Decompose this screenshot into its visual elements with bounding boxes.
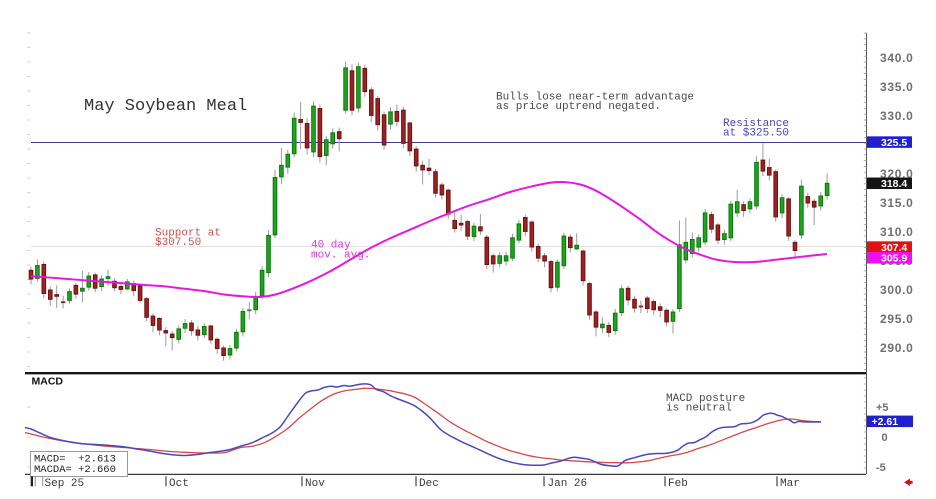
svg-text:315.0: 315.0	[880, 196, 914, 210]
svg-text:40 day: 40 day	[311, 240, 351, 252]
svg-text:Support at: Support at	[155, 228, 221, 240]
svg-text:Feb: Feb	[668, 478, 688, 490]
svg-text:-5: -5	[876, 462, 886, 474]
svg-text:Jan 26: Jan 26	[548, 478, 588, 490]
svg-text:290.0: 290.0	[880, 341, 914, 355]
svg-text:as price uptrend negated.: as price uptrend negated.	[496, 101, 661, 113]
svg-text:at $325.50: at $325.50	[723, 128, 789, 140]
svg-text:340.0: 340.0	[880, 51, 914, 65]
svg-text:mov. avg.: mov. avg.	[311, 250, 370, 262]
svg-text:330.0: 330.0	[880, 109, 914, 123]
svg-text:May Soybean Meal: May Soybean Meal	[84, 97, 247, 116]
svg-text:318.4: 318.4	[881, 178, 907, 190]
svg-text:Bulls lose near-term advantage: Bulls lose near-term advantage	[496, 92, 694, 104]
svg-text:Dec: Dec	[419, 478, 439, 490]
svg-text:MACDA= +2.660: MACDA= +2.660	[34, 464, 116, 476]
svg-text:307.4: 307.4	[881, 242, 907, 254]
svg-text:$307.50: $307.50	[155, 237, 201, 249]
svg-text:0: 0	[882, 432, 888, 444]
svg-text:Sep 25: Sep 25	[45, 478, 85, 490]
svg-text:MACD posture: MACD posture	[666, 393, 745, 405]
svg-text:305.9: 305.9	[881, 253, 907, 265]
svg-text:Resistance: Resistance	[723, 118, 789, 130]
svg-text:335.0: 335.0	[880, 80, 914, 94]
svg-text:is neutral: is neutral	[666, 403, 732, 415]
svg-text:300.0: 300.0	[880, 283, 914, 297]
svg-text:MACD: MACD	[32, 376, 64, 388]
svg-text:Nov: Nov	[305, 478, 325, 490]
svg-text:+5: +5	[876, 402, 889, 414]
svg-text:+2.61: +2.61	[872, 416, 899, 428]
svg-text:Mar: Mar	[780, 478, 800, 490]
svg-text:MACD= +2.613: MACD= +2.613	[34, 454, 116, 466]
svg-text:295.0: 295.0	[880, 312, 914, 326]
svg-text:Oct: Oct	[169, 478, 189, 490]
svg-text:325.5: 325.5	[881, 137, 907, 149]
svg-text:310.0: 310.0	[880, 225, 914, 239]
